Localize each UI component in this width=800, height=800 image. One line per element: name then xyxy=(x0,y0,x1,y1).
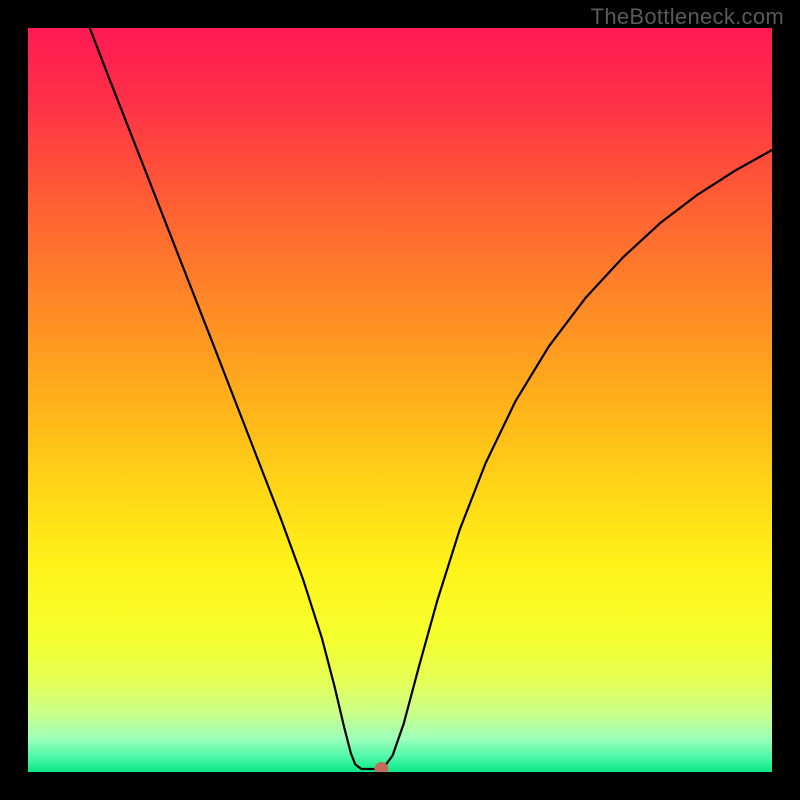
chart-plot-area xyxy=(28,28,772,772)
curve-line xyxy=(90,28,772,769)
watermark-text: TheBottleneck.com xyxy=(591,4,784,30)
bottleneck-curve-chart xyxy=(28,28,772,772)
